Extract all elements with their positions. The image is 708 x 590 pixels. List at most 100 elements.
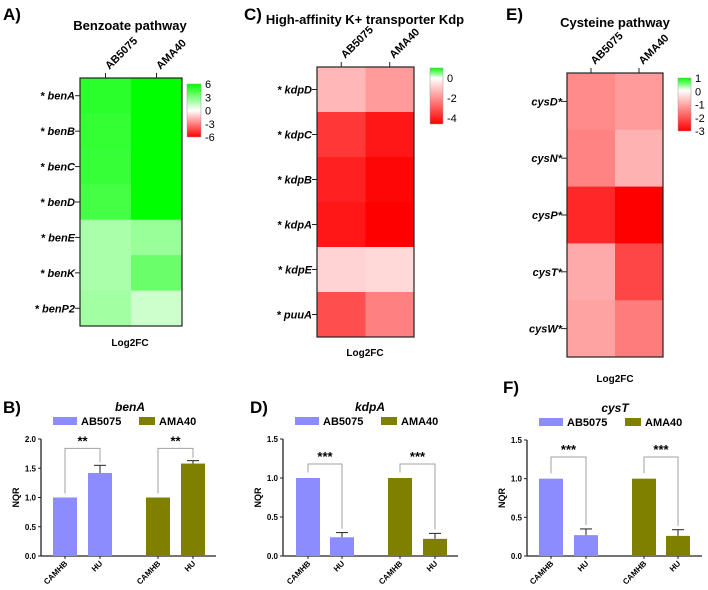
heatmap-cell bbox=[80, 255, 132, 292]
colorbar-tick-label: -3 bbox=[205, 119, 215, 131]
heatmap-cell bbox=[131, 290, 183, 327]
colorbar bbox=[186, 83, 202, 138]
row-label: * benB bbox=[40, 126, 75, 138]
bar bbox=[388, 478, 412, 556]
bar bbox=[181, 463, 205, 556]
significance-stars: ** bbox=[170, 433, 181, 448]
significance-stars: *** bbox=[317, 449, 333, 464]
colorbar bbox=[429, 67, 444, 125]
heatmap-cell bbox=[317, 292, 366, 338]
colorbar-tick-label: 1 bbox=[695, 73, 701, 85]
y-tick-label: 1.0 bbox=[25, 494, 37, 503]
x-tick-label: HU bbox=[332, 559, 347, 574]
legend-swatch-ab5075 bbox=[53, 417, 77, 425]
y-axis-label: NQR bbox=[253, 487, 263, 508]
x-tick-label: CAMHB bbox=[135, 559, 163, 587]
column-label: AMA40 bbox=[387, 26, 422, 61]
row-label: * puuA bbox=[277, 310, 312, 322]
bar bbox=[296, 478, 320, 556]
x-tick-label: HU bbox=[576, 559, 591, 574]
heatmap-cell bbox=[615, 243, 664, 301]
significance-stars: *** bbox=[653, 442, 669, 457]
x-tick-label: HU bbox=[425, 559, 440, 574]
heatmap-cell bbox=[131, 219, 183, 256]
x-tick-label: CAMHB bbox=[42, 559, 70, 587]
heatmap-cell bbox=[365, 67, 415, 113]
x-tick-label: CAMHB bbox=[621, 559, 649, 587]
bar bbox=[574, 535, 598, 556]
panel-label: C) bbox=[244, 5, 262, 24]
colorbar-tick-label: -3 bbox=[695, 126, 705, 138]
y-tick-label: 0.5 bbox=[511, 513, 523, 522]
legend-label: AB5075 bbox=[323, 416, 363, 428]
y-axis-label: NQR bbox=[11, 487, 21, 508]
legend-swatch-ama40 bbox=[381, 417, 397, 425]
row-label: * benP2 bbox=[35, 303, 75, 315]
colorbar-tick-label: 0 bbox=[695, 86, 701, 98]
colorbar-tick-label: -2 bbox=[695, 113, 705, 125]
row-label: * kdpE bbox=[278, 265, 313, 277]
significance-bracket bbox=[307, 463, 343, 529]
heatmap-border bbox=[316, 66, 415, 338]
heatmap-xlabel: Log2FC bbox=[596, 374, 633, 385]
heatmap-cell bbox=[131, 184, 183, 221]
y-tick-label: 0.5 bbox=[267, 513, 279, 522]
legend-label: AMA40 bbox=[159, 416, 196, 428]
heatmap-cell bbox=[615, 73, 664, 131]
bar bbox=[632, 478, 656, 556]
significance-stars: *** bbox=[410, 449, 426, 464]
bar bbox=[146, 497, 170, 556]
bar-panel-b: B) benA AB5075 AMA40 0.0 0.5 1.0 1.5 2.0 NQR CAMHB… bbox=[3, 398, 216, 586]
row-label: * benE bbox=[41, 232, 76, 244]
heatmap-title: High-affinity K+ transporter Kdp bbox=[266, 12, 464, 27]
heatmap-cell bbox=[131, 148, 183, 185]
significance-bracket bbox=[399, 463, 436, 530]
colorbar-tick-label: 0 bbox=[205, 106, 211, 118]
heatmap-cell bbox=[615, 129, 664, 188]
x-tick-label: CAMHB bbox=[377, 559, 405, 587]
y-tick-label: 1.5 bbox=[267, 435, 279, 444]
column-label: AB5075 bbox=[339, 24, 376, 61]
colorbar-tick-label: -4 bbox=[447, 113, 457, 125]
heatmap-cell bbox=[80, 219, 132, 256]
heatmap-title: Benzoate pathway bbox=[73, 18, 187, 33]
heatmap-panel-a: A) Benzoate pathway AB5075 AMA40 * benA * ben… bbox=[3, 5, 215, 349]
colorbar-tick-label: 6 bbox=[205, 79, 211, 91]
y-tick-label: 1.5 bbox=[25, 464, 37, 473]
heatmap-cell bbox=[80, 78, 132, 114]
heatmap-xlabel: Log2FC bbox=[111, 338, 148, 349]
x-tick-label: HU bbox=[90, 559, 105, 574]
colorbar bbox=[677, 77, 692, 132]
bar bbox=[330, 537, 354, 556]
y-tick-label: 2.0 bbox=[25, 435, 37, 444]
y-tick-label: 1.0 bbox=[267, 474, 279, 483]
heatmap-cell bbox=[317, 157, 366, 203]
heatmap-cell bbox=[80, 148, 132, 185]
column-label: AB5075 bbox=[589, 30, 626, 67]
heatmap-cell bbox=[365, 202, 415, 248]
row-label: * kdpC bbox=[277, 130, 313, 142]
heatmap-cell bbox=[80, 184, 132, 221]
colorbar-tick-label: 0 bbox=[447, 73, 453, 85]
row-label: cysW* bbox=[529, 324, 563, 336]
heatmap-cell bbox=[567, 73, 616, 131]
row-label: * benC bbox=[40, 162, 76, 174]
y-tick-label: 1.0 bbox=[511, 475, 523, 484]
significance-stars: ** bbox=[77, 433, 88, 448]
panel-label: F) bbox=[503, 378, 519, 397]
legend-label: AB5075 bbox=[81, 416, 121, 428]
heatmap-cell bbox=[567, 243, 616, 301]
heatmap-cell bbox=[131, 78, 183, 114]
y-tick-label: 0.0 bbox=[267, 552, 279, 561]
bar-panel-d: D) kdpA AB5075 AMA40 0.0 0.5 1.0 1.5 NQR CAMHB HU C… bbox=[250, 398, 458, 586]
heatmap-cell bbox=[615, 300, 664, 358]
heatmap-cell bbox=[365, 292, 415, 338]
bar bbox=[423, 538, 447, 556]
bar-chart-title: benA bbox=[115, 400, 145, 414]
heatmap-cell bbox=[317, 112, 366, 158]
y-tick-label: 0.0 bbox=[25, 552, 37, 561]
row-label: * benD bbox=[40, 197, 75, 209]
row-label: cysN* bbox=[531, 153, 562, 165]
heatmap-cell bbox=[317, 67, 366, 113]
